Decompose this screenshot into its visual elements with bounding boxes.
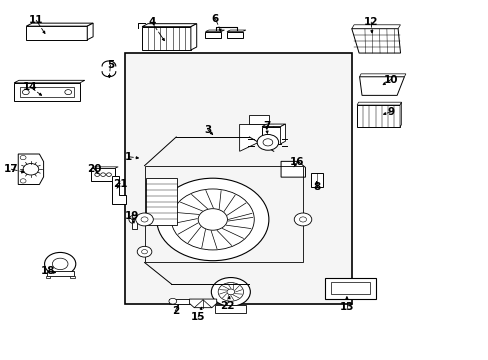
Text: 21: 21 bbox=[113, 179, 127, 189]
Polygon shape bbox=[112, 176, 125, 204]
Text: 16: 16 bbox=[289, 157, 304, 167]
Text: 11: 11 bbox=[29, 15, 43, 26]
Text: 14: 14 bbox=[22, 82, 37, 92]
Circle shape bbox=[65, 90, 72, 95]
Circle shape bbox=[168, 298, 176, 304]
Text: 4: 4 bbox=[148, 17, 155, 27]
Polygon shape bbox=[26, 23, 93, 26]
Polygon shape bbox=[91, 167, 118, 168]
Polygon shape bbox=[205, 30, 224, 32]
Polygon shape bbox=[169, 299, 190, 304]
Bar bbox=[310, 173, 322, 187]
Polygon shape bbox=[26, 26, 87, 40]
Polygon shape bbox=[281, 161, 305, 177]
Text: 17: 17 bbox=[4, 164, 19, 174]
Polygon shape bbox=[351, 25, 400, 29]
Polygon shape bbox=[249, 116, 268, 125]
Circle shape bbox=[294, 213, 311, 226]
Polygon shape bbox=[330, 282, 369, 294]
Circle shape bbox=[44, 252, 76, 275]
Circle shape bbox=[141, 217, 148, 222]
Circle shape bbox=[226, 289, 234, 295]
Text: 19: 19 bbox=[125, 211, 139, 221]
Polygon shape bbox=[356, 102, 401, 105]
Polygon shape bbox=[205, 32, 221, 38]
Polygon shape bbox=[87, 23, 93, 40]
Text: 20: 20 bbox=[87, 164, 102, 174]
Polygon shape bbox=[14, 83, 80, 102]
Bar bbox=[215, 305, 246, 313]
Polygon shape bbox=[351, 29, 400, 53]
Circle shape bbox=[299, 217, 306, 222]
Polygon shape bbox=[359, 77, 404, 95]
Text: 15: 15 bbox=[190, 312, 205, 322]
Text: 3: 3 bbox=[204, 125, 211, 135]
Polygon shape bbox=[70, 276, 75, 278]
Polygon shape bbox=[142, 27, 190, 50]
Circle shape bbox=[22, 90, 29, 95]
Polygon shape bbox=[45, 276, 50, 278]
Text: 1: 1 bbox=[124, 152, 132, 162]
Circle shape bbox=[52, 258, 68, 270]
Text: 2: 2 bbox=[171, 306, 179, 316]
Circle shape bbox=[218, 283, 243, 301]
Polygon shape bbox=[226, 32, 242, 38]
Circle shape bbox=[101, 173, 105, 176]
Circle shape bbox=[142, 249, 147, 254]
Polygon shape bbox=[142, 24, 196, 27]
Text: 7: 7 bbox=[262, 121, 269, 131]
Polygon shape bbox=[239, 125, 273, 151]
Polygon shape bbox=[189, 299, 216, 308]
Polygon shape bbox=[91, 168, 115, 181]
Bar bbox=[132, 220, 137, 229]
Circle shape bbox=[157, 178, 268, 261]
Polygon shape bbox=[18, 154, 43, 184]
Circle shape bbox=[136, 213, 153, 226]
Circle shape bbox=[23, 163, 39, 175]
Text: 22: 22 bbox=[219, 301, 234, 311]
Polygon shape bbox=[20, 87, 74, 97]
Circle shape bbox=[106, 173, 111, 176]
Polygon shape bbox=[324, 278, 375, 299]
Polygon shape bbox=[262, 127, 280, 144]
Polygon shape bbox=[145, 178, 177, 225]
Text: 6: 6 bbox=[211, 14, 219, 24]
Text: 10: 10 bbox=[383, 75, 397, 85]
Circle shape bbox=[263, 139, 272, 146]
Circle shape bbox=[95, 173, 100, 176]
Polygon shape bbox=[359, 74, 405, 77]
Polygon shape bbox=[46, 271, 74, 276]
Polygon shape bbox=[190, 24, 196, 50]
Circle shape bbox=[211, 278, 250, 306]
Polygon shape bbox=[356, 105, 399, 127]
Circle shape bbox=[20, 179, 26, 183]
Text: 13: 13 bbox=[339, 302, 353, 312]
Circle shape bbox=[137, 246, 152, 257]
Polygon shape bbox=[14, 80, 84, 83]
Text: 8: 8 bbox=[312, 182, 320, 192]
Polygon shape bbox=[262, 124, 285, 127]
Polygon shape bbox=[280, 124, 285, 144]
Polygon shape bbox=[399, 102, 401, 127]
Circle shape bbox=[171, 189, 254, 250]
Circle shape bbox=[129, 215, 141, 224]
Polygon shape bbox=[226, 30, 245, 32]
Circle shape bbox=[198, 209, 227, 230]
Circle shape bbox=[20, 156, 26, 160]
Text: 12: 12 bbox=[363, 17, 378, 27]
Circle shape bbox=[257, 134, 278, 150]
Text: 9: 9 bbox=[386, 107, 393, 117]
Bar bbox=[125, 53, 351, 304]
Text: 5: 5 bbox=[106, 60, 114, 70]
Text: 18: 18 bbox=[41, 266, 56, 276]
